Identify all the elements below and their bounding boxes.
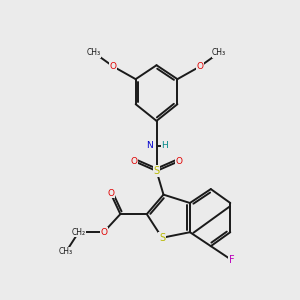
Text: CH₃: CH₃ xyxy=(212,48,226,57)
Text: O: O xyxy=(131,157,138,166)
Text: S: S xyxy=(159,233,165,243)
Text: O: O xyxy=(107,189,114,198)
Text: O: O xyxy=(110,62,117,71)
Text: CH₃: CH₃ xyxy=(87,48,101,57)
Text: CH₂: CH₂ xyxy=(71,228,86,237)
Text: CH₃: CH₃ xyxy=(59,247,73,256)
Text: N: N xyxy=(146,141,153,150)
Text: O: O xyxy=(175,157,182,166)
Text: S: S xyxy=(154,166,160,176)
Text: H: H xyxy=(161,141,168,150)
Text: O: O xyxy=(100,228,107,237)
Text: F: F xyxy=(229,255,235,265)
Text: O: O xyxy=(196,62,203,71)
